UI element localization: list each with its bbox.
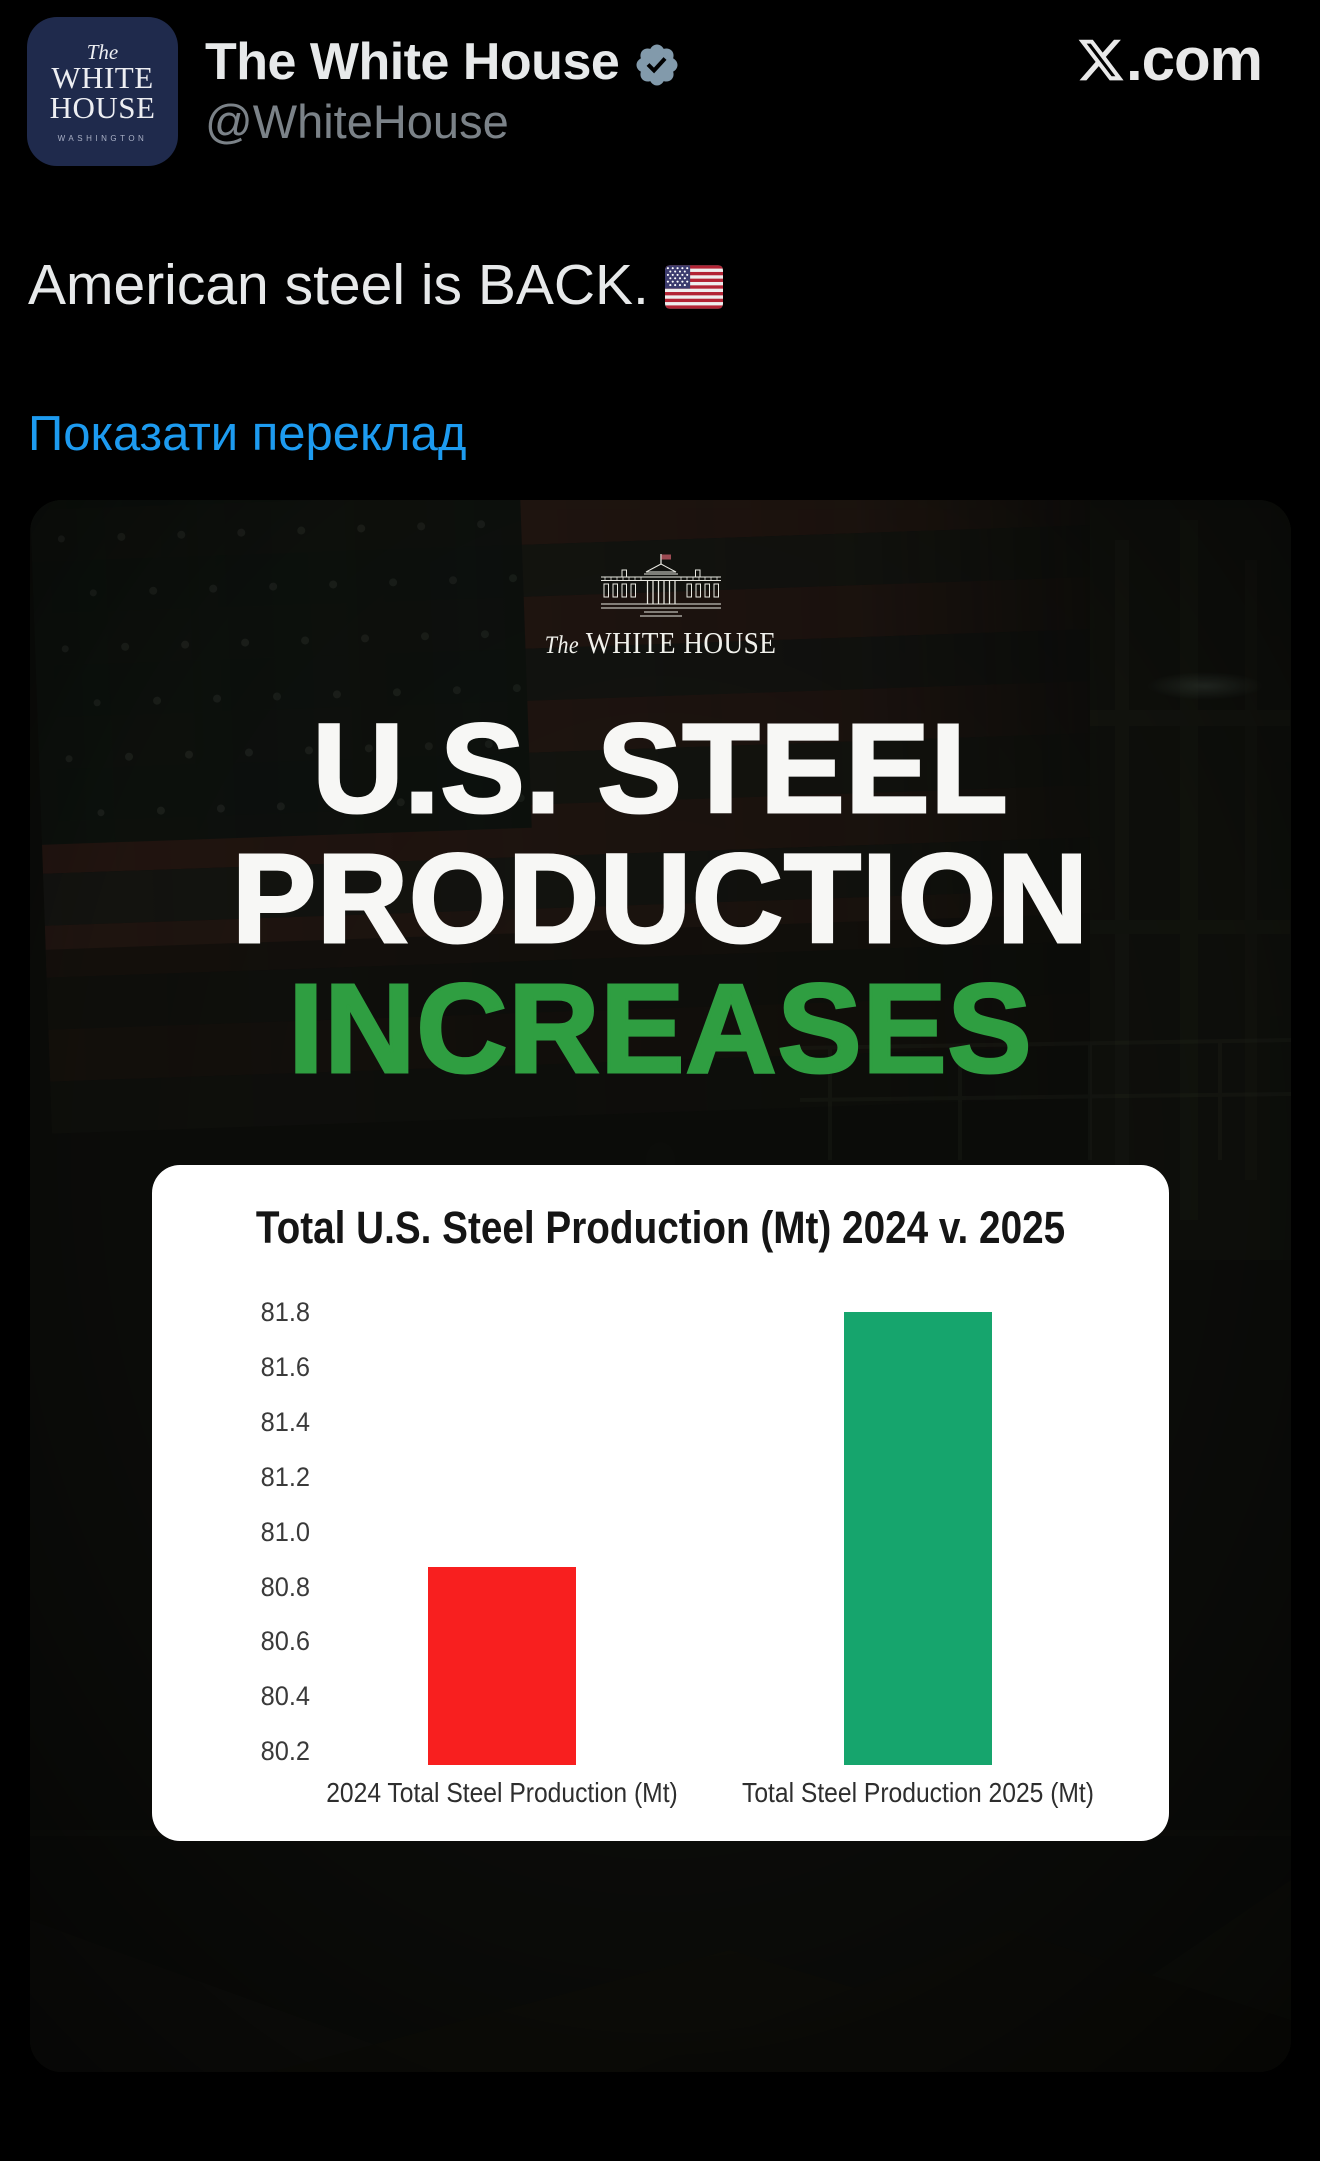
bar-label: 2024 Total Steel Production (Mt) [326,1777,678,1808]
bar-2025 [844,1312,992,1765]
y-tick-label: 81.8 [260,1297,310,1327]
avatar-line-white: WHITE [51,59,154,95]
chart-title: Total U.S. Steel Production (Mt) 2024 v.… [255,1202,1066,1253]
x-logo-icon [1078,39,1124,81]
headline-line-3: INCREASES [287,958,1033,1099]
brand-the: The [544,632,580,659]
avatar-line-house: HOUSE [49,89,156,125]
y-tick-label: 80.4 [260,1681,310,1712]
white-house-illustration-icon [600,554,721,617]
brand-name: WHITE HOUSE [585,625,777,660]
bar-2024 [428,1567,576,1765]
headline-line-2: PRODUCTION [231,828,1090,969]
infographic-brand: The WHITE HOUSE [30,552,1291,663]
site-suffix: .com [1125,26,1263,93]
display-name[interactable]: The White House [205,33,620,91]
y-tick-label: 81.6 [260,1351,310,1382]
y-tick-label: 81.2 [260,1461,310,1492]
y-tick-label: 80.6 [260,1626,310,1657]
avatar-line-the: The [86,39,119,64]
display-name-row[interactable]: The White House [205,36,681,89]
infographic-headline: U.S. STEEL PRODUCTION INCREASES [30,698,1291,1099]
tweet-text: American steel is BACK. [28,247,1292,323]
y-tick-label: 81.4 [260,1406,310,1437]
headline-line-1: U.S. STEEL [311,698,1009,839]
site-link[interactable]: .com [1076,26,1263,93]
user-handle[interactable]: @WhiteHouse [205,95,509,148]
avatar-line-city: WASHINGTON [57,133,148,143]
avatar[interactable]: The WHITE HOUSE WASHINGTON [27,17,178,166]
tweet-text-content: American steel is BACK. [28,253,649,317]
infographic-brand-text: The WHITE HOUSE [545,626,777,663]
y-tick-label: 81.0 [260,1516,310,1547]
tweet-media[interactable]: The WHITE HOUSE U.S. STEEL PRODUCTION IN… [30,500,1291,2072]
chart-card: Total U.S. Steel Production (Mt) 2024 v.… [152,1165,1169,1841]
y-tick-label: 80.8 [260,1571,310,1602]
us-flag-emoji [664,265,723,309]
bar-label: Total Steel Production 2025 (Mt) [742,1777,1094,1808]
verified-badge-icon [636,44,678,85]
chart-area: 81.8 81.6 81.4 81.2 81.0 80.8 80.6 80.4 80.2 2024… [152,1165,1169,1841]
y-tick-label: 80.2 [260,1736,310,1767]
translate-link[interactable]: Показати переклад [28,407,467,461]
